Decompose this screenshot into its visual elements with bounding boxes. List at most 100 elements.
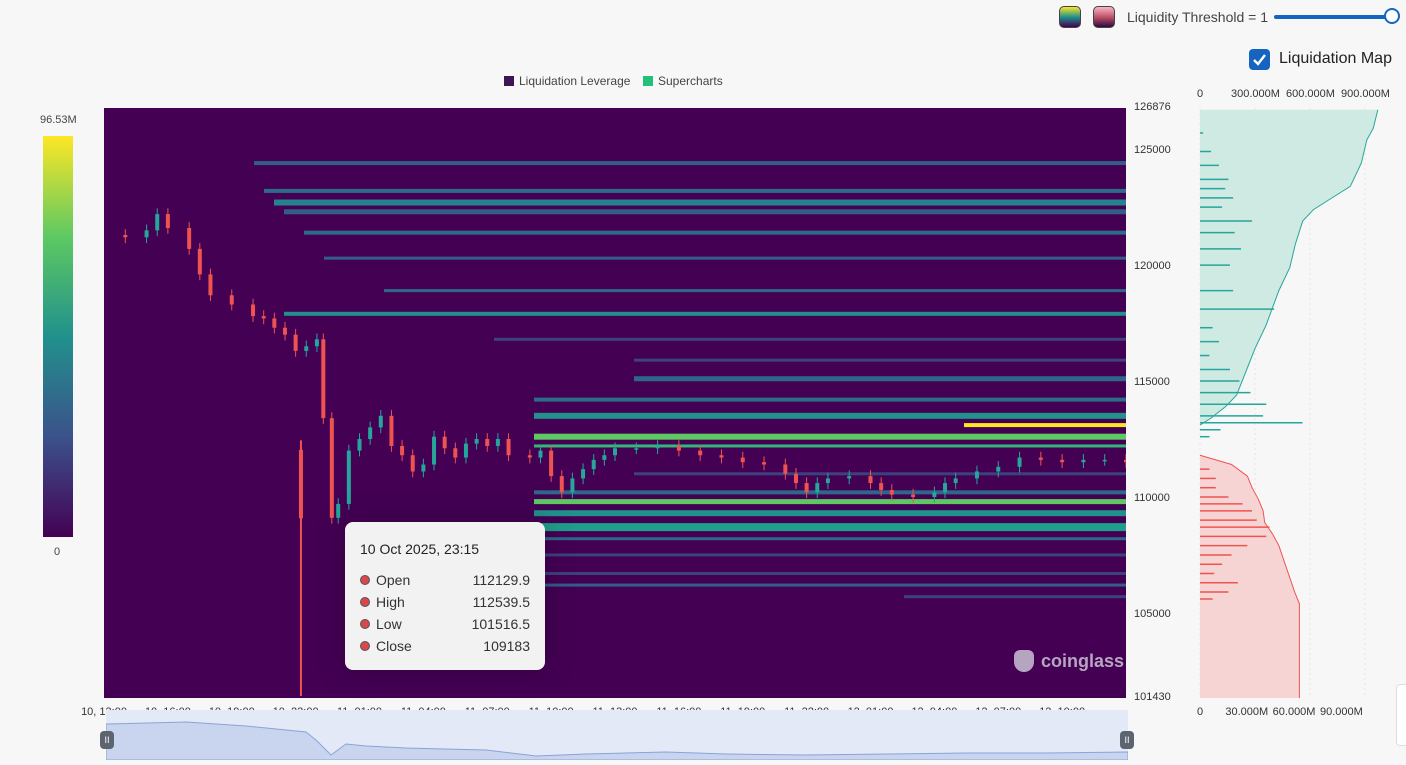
profile-bottom-tick: 30.000M (1225, 706, 1269, 718)
watermark-text: coinglass (1041, 650, 1125, 671)
candle-body (357, 439, 362, 451)
candle-body (911, 494, 916, 497)
candle-body (783, 464, 788, 474)
liquidity-band (634, 358, 1126, 362)
viridis-color-swatch[interactable] (1059, 6, 1081, 28)
liquidity-band (264, 188, 1126, 193)
liquidity-band (964, 423, 1126, 428)
liquidity-band (534, 510, 1126, 517)
candle-body (410, 455, 415, 472)
liquidity-band (904, 595, 1126, 599)
candle-body (1017, 457, 1022, 467)
navigator-left-handle[interactable]: II (100, 731, 114, 749)
candle-body (463, 443, 468, 458)
legend-swatch (643, 76, 653, 86)
candle-body (197, 248, 202, 275)
candle-body (123, 234, 128, 238)
liquidity-threshold-slider[interactable] (1274, 15, 1394, 19)
candle-body (634, 448, 639, 450)
y-tick-label: 115000 (1134, 376, 1170, 389)
side-panel-tab[interactable] (1396, 684, 1406, 746)
candle-body (793, 473, 798, 484)
legend-item-supercharts[interactable]: Supercharts (643, 74, 723, 88)
profile-top-tick: 600.000M (1286, 88, 1335, 100)
colorbar-max-label: 96.53M (40, 114, 77, 126)
candle-body (378, 415, 383, 428)
liquidity-band (534, 397, 1126, 402)
candle-body (932, 492, 937, 497)
candle-body (336, 503, 341, 518)
tooltip-label: Open (376, 572, 411, 588)
candle-body (676, 445, 681, 451)
profile-top-tick: 0 (1197, 88, 1204, 100)
candle-body (815, 483, 820, 493)
liquidity-band (534, 583, 1126, 587)
candle-body (453, 448, 458, 458)
short-cumulative-line (1199, 109, 1379, 426)
tooltip-value: 101516.5 (471, 616, 530, 632)
candle-body (825, 478, 830, 484)
liquidation-profile-chart (1199, 108, 1379, 698)
candle-body (229, 295, 234, 305)
y-tick-label: 101430 (1134, 691, 1171, 703)
liquidity-band (324, 256, 1126, 260)
long-cumulative-area (1200, 455, 1300, 698)
candle-body (506, 439, 511, 456)
liquidity-threshold-label: Liquidity Threshold = 1 (1127, 9, 1268, 25)
tooltip-value: 112539.5 (472, 594, 530, 610)
candle-body (762, 462, 767, 465)
liquidity-band (274, 199, 1126, 206)
slider-thumb[interactable] (1384, 8, 1400, 24)
tooltip-label: High (376, 594, 405, 610)
pink-color-swatch[interactable] (1093, 6, 1115, 28)
candle-body (559, 476, 564, 493)
bullet-icon (360, 575, 370, 585)
candle-body (943, 483, 948, 493)
candle-body (1060, 459, 1065, 463)
colorbar (43, 136, 73, 537)
candle-body (1124, 459, 1128, 463)
liquidity-band (534, 553, 1126, 557)
liquidity-band (254, 161, 1126, 166)
time-navigator[interactable] (105, 710, 1129, 761)
candle-body (996, 466, 1001, 472)
legend-item-liquidation-leverage[interactable]: Liquidation Leverage (504, 74, 630, 88)
y-tick-label: 125000 (1134, 144, 1171, 157)
profile-top-tick: 300.000M (1231, 88, 1280, 100)
bullet-icon (360, 619, 370, 629)
colorbar-min-label: 0 (54, 546, 61, 558)
candle-body (719, 455, 724, 458)
tooltip-row-close: Close 109183 (360, 638, 530, 654)
candle-tooltip: 10 Oct 2025, 23:15 Open 112129.9 High 11… (345, 522, 545, 670)
candle-body (485, 439, 490, 446)
tooltip-row-high: High 112539.5 (360, 594, 530, 610)
liquidity-band (534, 499, 1126, 505)
candle-body (346, 450, 351, 504)
liquidity-band (534, 523, 1126, 532)
candle-body (282, 327, 287, 335)
candle-body (698, 450, 703, 456)
candle-body (527, 455, 532, 458)
liquidity-band (384, 289, 1126, 293)
liquidation-heatmap-plot[interactable] (104, 108, 1128, 698)
candle-body (570, 478, 575, 493)
candle-body (400, 445, 405, 456)
y-tick-label: 126876 (1134, 101, 1171, 113)
bullet-icon (360, 641, 370, 651)
liquidity-band (534, 571, 1126, 575)
y-tick-label: 120000 (1134, 260, 1171, 273)
coinglass-watermark: coinglass (1014, 650, 1124, 672)
tooltip-label: Low (376, 616, 402, 632)
liquidation-map-checkbox[interactable] (1249, 49, 1270, 70)
tooltip-row-low: Low 101516.5 (360, 616, 530, 632)
liquidity-band (634, 376, 1126, 382)
short-cumulative-area (1200, 109, 1378, 426)
bullet-icon (360, 597, 370, 607)
coinglass-logo-icon (1014, 650, 1034, 672)
candle-body (368, 427, 373, 440)
y-tick-label: 110000 (1134, 492, 1170, 505)
liquidity-band (494, 337, 1126, 341)
candle-body (1081, 459, 1086, 463)
navigator-right-handle[interactable]: II (1120, 731, 1134, 749)
candle-body (272, 318, 277, 328)
